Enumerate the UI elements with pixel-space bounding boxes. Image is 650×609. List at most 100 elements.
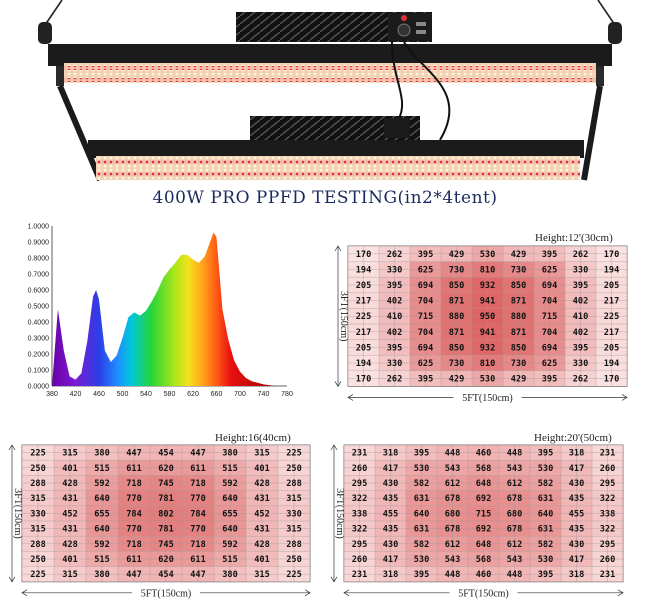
ppfd-value: 784 [126, 509, 142, 519]
ppfd-value: 704 [542, 328, 558, 338]
ppfd-value: 718 [190, 479, 206, 489]
ppfd-value: 611 [190, 464, 206, 474]
ppfd-value: 315 [286, 494, 302, 504]
ppfd-value: 431 [62, 494, 78, 504]
ppfd-value: 582 [538, 479, 554, 489]
ppfd-value: 718 [126, 479, 142, 489]
ppfd-value: 380 [222, 570, 238, 580]
ppfd-value: 850 [511, 281, 527, 291]
ppfd-value: 448 [445, 570, 461, 580]
spectrum-x-tick-label: 460 [93, 391, 105, 398]
driver-box-lower [250, 116, 420, 140]
ppfd-value: 745 [158, 479, 174, 489]
ppfd-value: 318 [383, 570, 399, 580]
ppfd-value: 592 [94, 540, 110, 550]
ppfd-value: 395 [414, 570, 430, 580]
ppfd-value: 850 [511, 343, 527, 353]
driver-box [236, 12, 432, 42]
ppfd-value: 625 [418, 265, 434, 275]
ppfd-value: 543 [507, 464, 523, 474]
ppfd-value: 592 [222, 540, 238, 550]
ppfd-value: 225 [30, 449, 46, 459]
ppfd-value: 680 [507, 509, 523, 519]
spectrum-y-tick-label: 0.9000 [28, 240, 50, 247]
ppfd-value: 322 [352, 494, 368, 504]
ppfd-value: 631 [538, 525, 554, 535]
ppfd-value: 640 [538, 509, 554, 519]
spectrum-y-ticks: 1.0000 0.9000 0.8000 0.7000 0.6000 0.5000 0.40… [28, 224, 50, 391]
ppfd-value: 401 [62, 464, 78, 474]
ppfd-value: 655 [222, 509, 238, 519]
ppfd-value: 429 [511, 375, 527, 385]
ppfd-value: 430 [569, 540, 585, 550]
ppfd-value: 330 [573, 359, 589, 369]
ppfd-value: 730 [511, 359, 527, 369]
ppfd-value: 448 [507, 449, 523, 459]
ppfd-value: 648 [476, 479, 492, 489]
ppfd-value: 932 [480, 343, 496, 353]
spectrum-x-tick-label: 780 [281, 391, 293, 398]
ppfd-value: 715 [418, 312, 434, 322]
ppfd-value: 429 [449, 375, 465, 385]
ppfd-value: 625 [418, 359, 434, 369]
ppfd-value: 447 [126, 449, 142, 459]
ppfd-value: 515 [94, 464, 110, 474]
ppfd-value: 582 [538, 540, 554, 550]
ppfd-value: 455 [569, 509, 585, 519]
ppfd-value: 543 [507, 555, 523, 565]
spectrum-y-tick-label: 0.6000 [28, 288, 50, 295]
ppfd-value: 395 [542, 250, 558, 260]
ppfd-value: 543 [445, 555, 461, 565]
ppfd-value: 612 [507, 479, 523, 489]
ppfd-value: 694 [542, 281, 558, 291]
ppfd-value: 692 [476, 525, 492, 535]
ppfd-value: 678 [507, 494, 523, 504]
ppfd-value: 395 [573, 281, 589, 291]
ppfd-value: 454 [158, 449, 174, 459]
ppfd-value: 543 [445, 464, 461, 474]
power-cables [391, 41, 451, 141]
frame-rails [57, 84, 603, 182]
ppfd-value: 288 [30, 479, 46, 489]
ppfd-value: 428 [62, 479, 78, 489]
ppfd-value: 395 [387, 343, 403, 353]
spectrum-x-tick-label: 700 [234, 391, 246, 398]
ppfd-value: 288 [286, 479, 302, 489]
ppfd-value: 217 [604, 297, 620, 307]
bottom-dimension-label: 5FT(150cm) [458, 588, 509, 599]
lower-light-bar [88, 140, 584, 180]
ppfd-value: 455 [383, 509, 399, 519]
ppfd-value: 447 [126, 570, 142, 580]
spectrum-x-tick-label: 580 [164, 391, 176, 398]
ppfd-value: 401 [62, 555, 78, 565]
side-dimension-label: 3FT(150cm) [12, 488, 23, 539]
ppfd-value: 402 [387, 297, 403, 307]
ppfd-value: 770 [190, 494, 206, 504]
ppfd-value: 460 [476, 449, 492, 459]
ppfd-value: 225 [356, 312, 372, 322]
grow-light-fixture [38, 0, 622, 182]
ppfd-value: 704 [542, 297, 558, 307]
ppfd-value: 694 [542, 343, 558, 353]
ppfd-value: 447 [190, 570, 206, 580]
ppfd-value: 262 [387, 250, 403, 260]
ppfd-value: 612 [507, 540, 523, 550]
ppfd-value: 941 [480, 328, 496, 338]
ppfd-value: 288 [30, 540, 46, 550]
ppfd-value: 217 [604, 328, 620, 338]
ppfd-value: 330 [387, 359, 403, 369]
ppfd-value: 262 [387, 375, 403, 385]
ppfd-value: 330 [286, 509, 302, 519]
ppfd-value: 429 [449, 250, 465, 260]
ppfd-value: 217 [356, 328, 372, 338]
spectrum-x-tick-label: 660 [211, 391, 223, 398]
ppfd-value: 932 [480, 281, 496, 291]
ppfd-value: 582 [414, 479, 430, 489]
ppfd-value: 530 [414, 555, 430, 565]
ppfd-value: 417 [569, 464, 585, 474]
ppfd-value: 170 [356, 375, 372, 385]
ppfd-value: 435 [383, 494, 399, 504]
spectrum-x-tick-label: 740 [258, 391, 270, 398]
hanging-wires [44, 0, 616, 26]
